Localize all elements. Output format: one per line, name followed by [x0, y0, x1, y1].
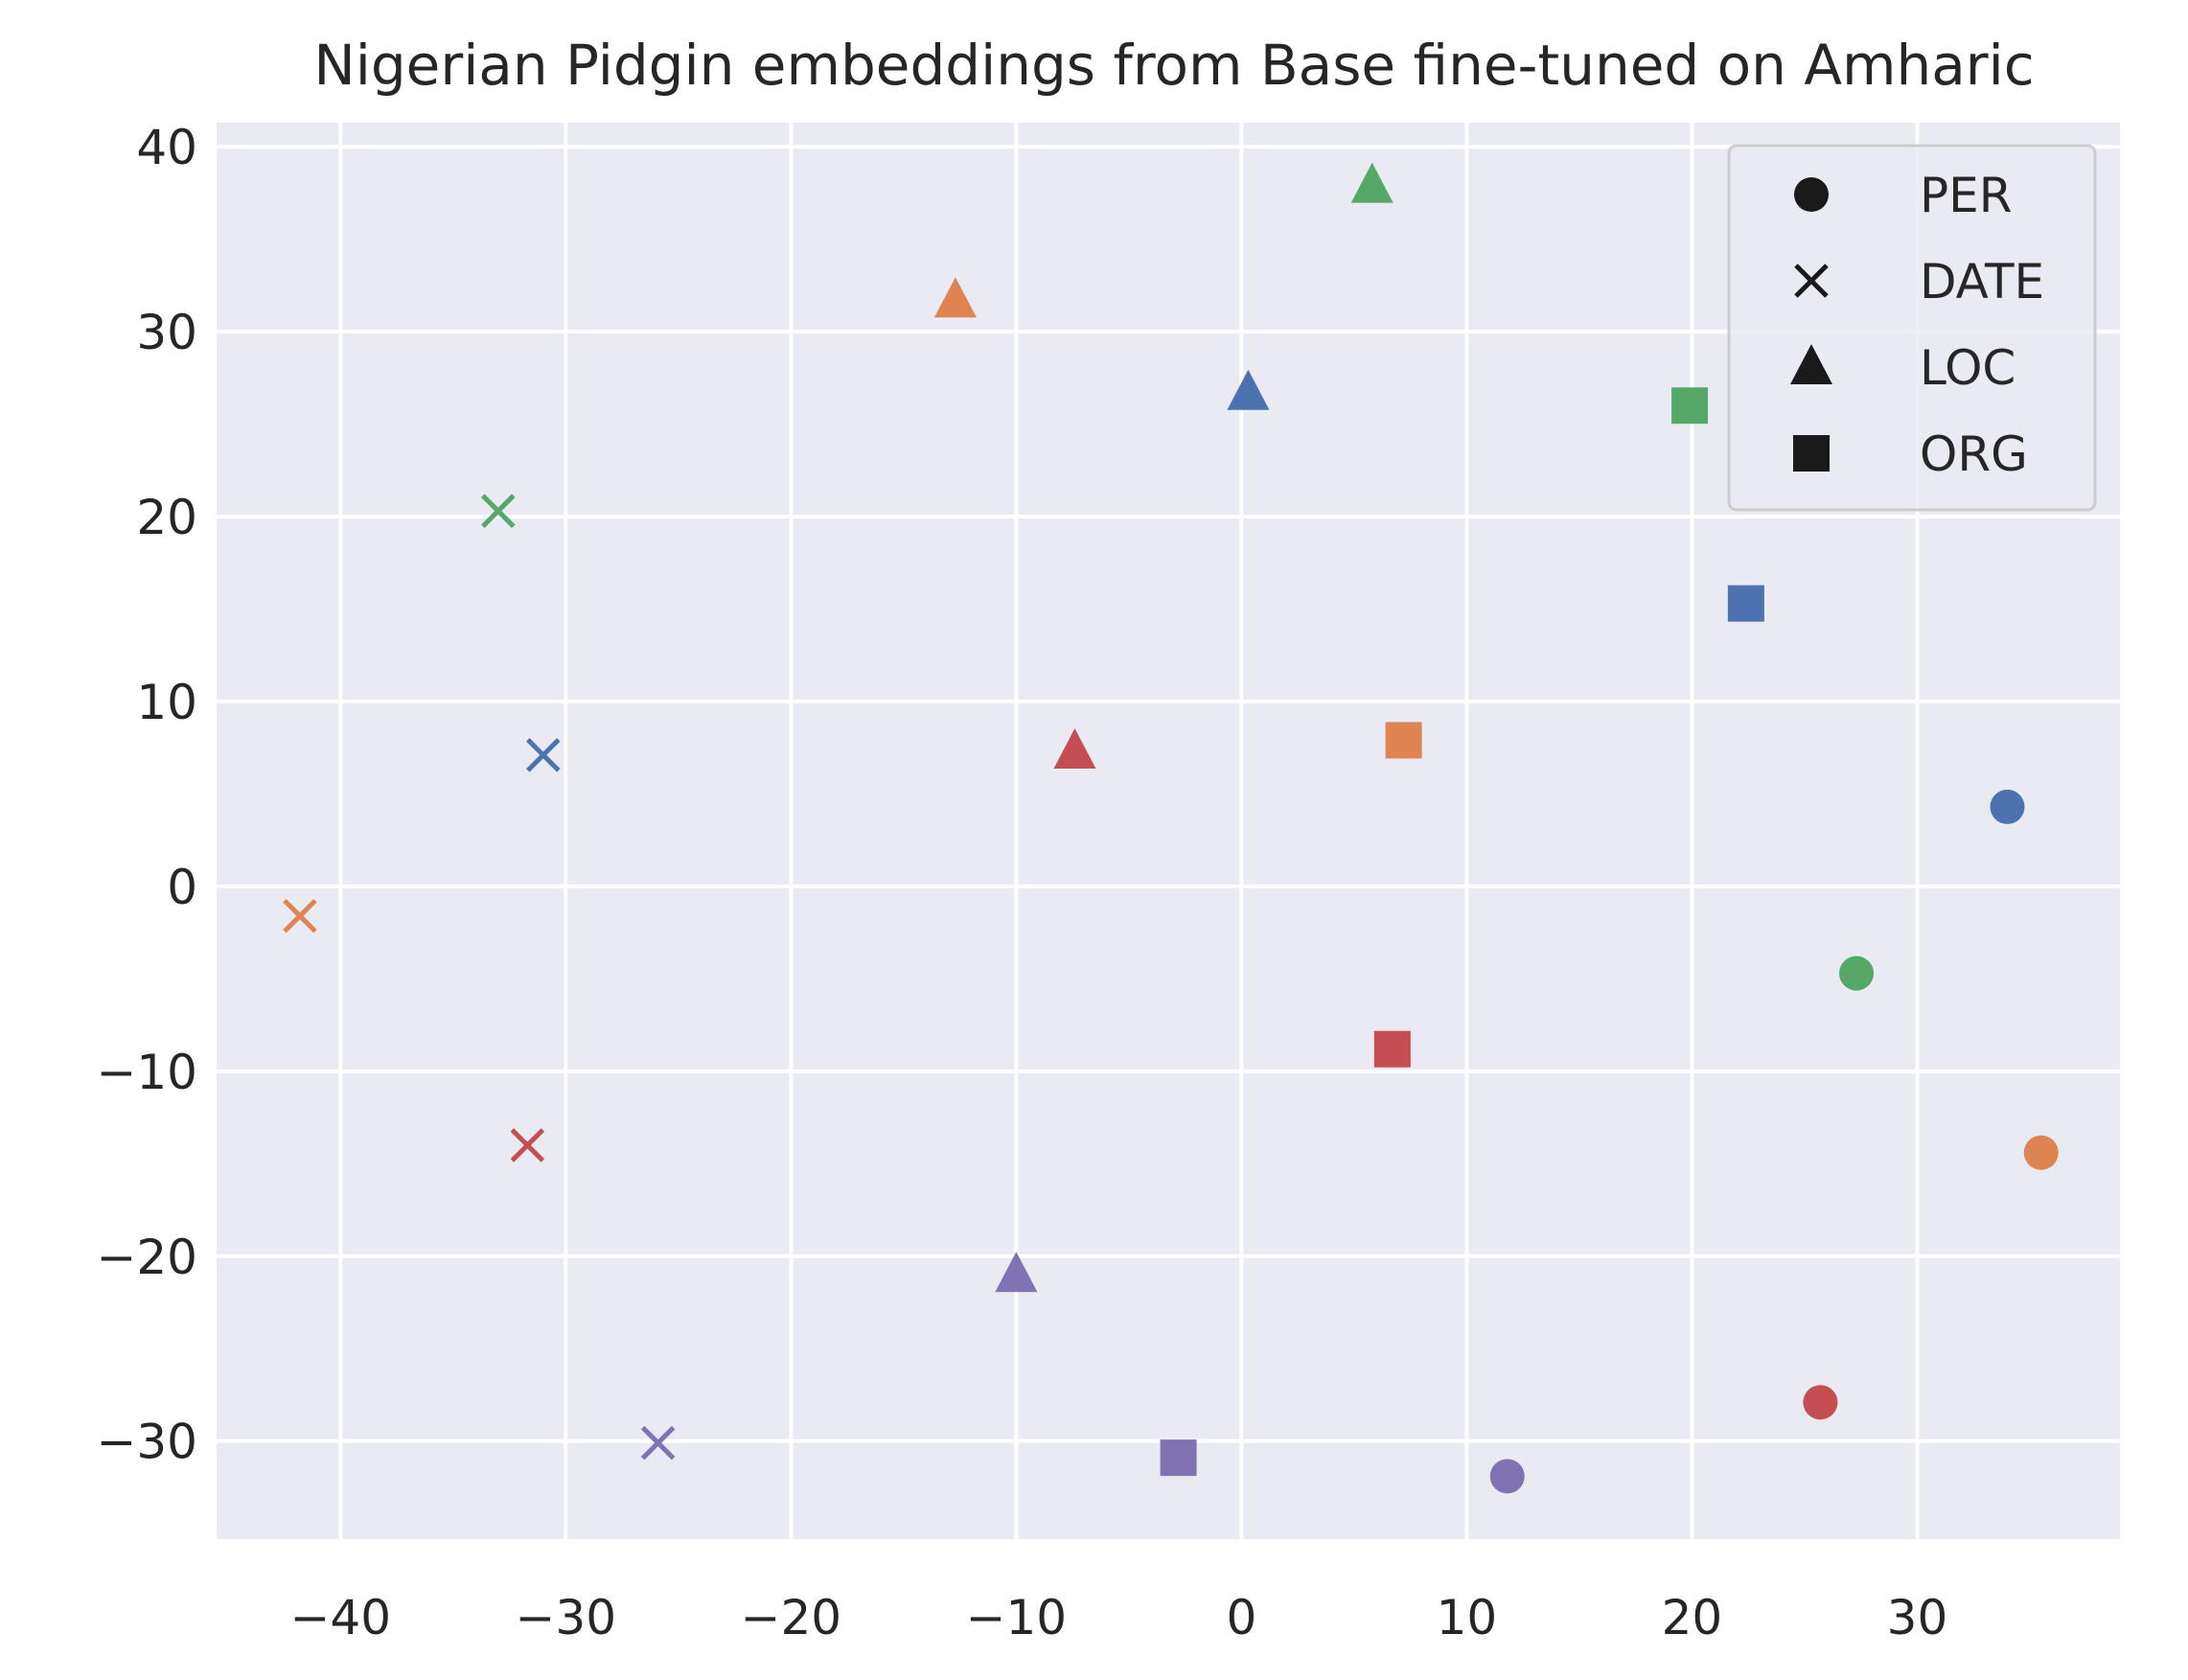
legend-date-icon — [1794, 264, 1829, 298]
y-tick-label: 20 — [136, 490, 197, 545]
point-triangle-orange — [933, 277, 977, 318]
point-square-red — [1373, 1030, 1411, 1068]
x-tick-label: −10 — [966, 1590, 1068, 1645]
point-square-orange — [1385, 722, 1422, 759]
legend-per-icon — [1794, 177, 1829, 212]
x-tick-label: −20 — [741, 1590, 842, 1645]
point-circle-blue — [1990, 789, 2025, 824]
point-square-blue — [1727, 585, 1764, 622]
x-tick-label: 30 — [1887, 1590, 1948, 1645]
x-tick-label: 10 — [1437, 1590, 1498, 1645]
y-tick-label: 30 — [136, 305, 197, 360]
point-circle-orange — [2023, 1135, 2059, 1170]
chart-title: Nigerian Pidgin embeddings from Base fin… — [313, 33, 2034, 98]
legend: PER DATE LOC ORG — [1727, 144, 2097, 512]
x-tick-label: 20 — [1662, 1590, 1723, 1645]
legend-loc-icon — [1790, 344, 1832, 384]
point-circle-green — [1839, 955, 1875, 991]
x-axis-ticks: −40 −30 −20 −10 0 10 20 30 — [290, 1590, 1948, 1645]
y-tick-label: 40 — [136, 120, 197, 175]
point-circle-purple — [1489, 1459, 1525, 1494]
legend-box — [1727, 144, 2097, 512]
data-points — [283, 162, 2059, 1494]
legend-label: PER — [1920, 168, 2012, 223]
point-square-green — [1671, 387, 1709, 425]
legend-label: DATE — [1920, 254, 2044, 310]
point-triangle-green — [1350, 162, 1393, 203]
legend-label: ORG — [1920, 426, 2028, 482]
point-triangle-blue — [1227, 369, 1270, 410]
point-circle-red — [1803, 1385, 1838, 1420]
y-tick-label: −20 — [96, 1230, 197, 1285]
legend-org-icon — [1793, 435, 1830, 472]
point-x-red — [510, 1128, 545, 1162]
x-tick-label: −40 — [290, 1590, 392, 1645]
point-x-purple — [640, 1425, 676, 1461]
x-tick-label: 0 — [1226, 1590, 1256, 1645]
y-tick-label: 0 — [167, 860, 197, 915]
y-axis-ticks: 40 30 20 10 0 −10 −20 −30 — [96, 120, 197, 1470]
legend-label: LOC — [1920, 340, 2015, 396]
y-tick-label: −30 — [96, 1415, 197, 1470]
point-triangle-red — [1053, 728, 1096, 770]
y-tick-label: 10 — [136, 675, 197, 730]
x-tick-label: −30 — [516, 1590, 617, 1645]
point-x-orange — [283, 898, 317, 933]
point-x-green — [481, 494, 516, 528]
y-tick-label: −10 — [96, 1045, 197, 1100]
point-square-purple — [1160, 1439, 1197, 1477]
point-x-blue — [526, 738, 561, 772]
point-triangle-purple — [995, 1252, 1038, 1293]
